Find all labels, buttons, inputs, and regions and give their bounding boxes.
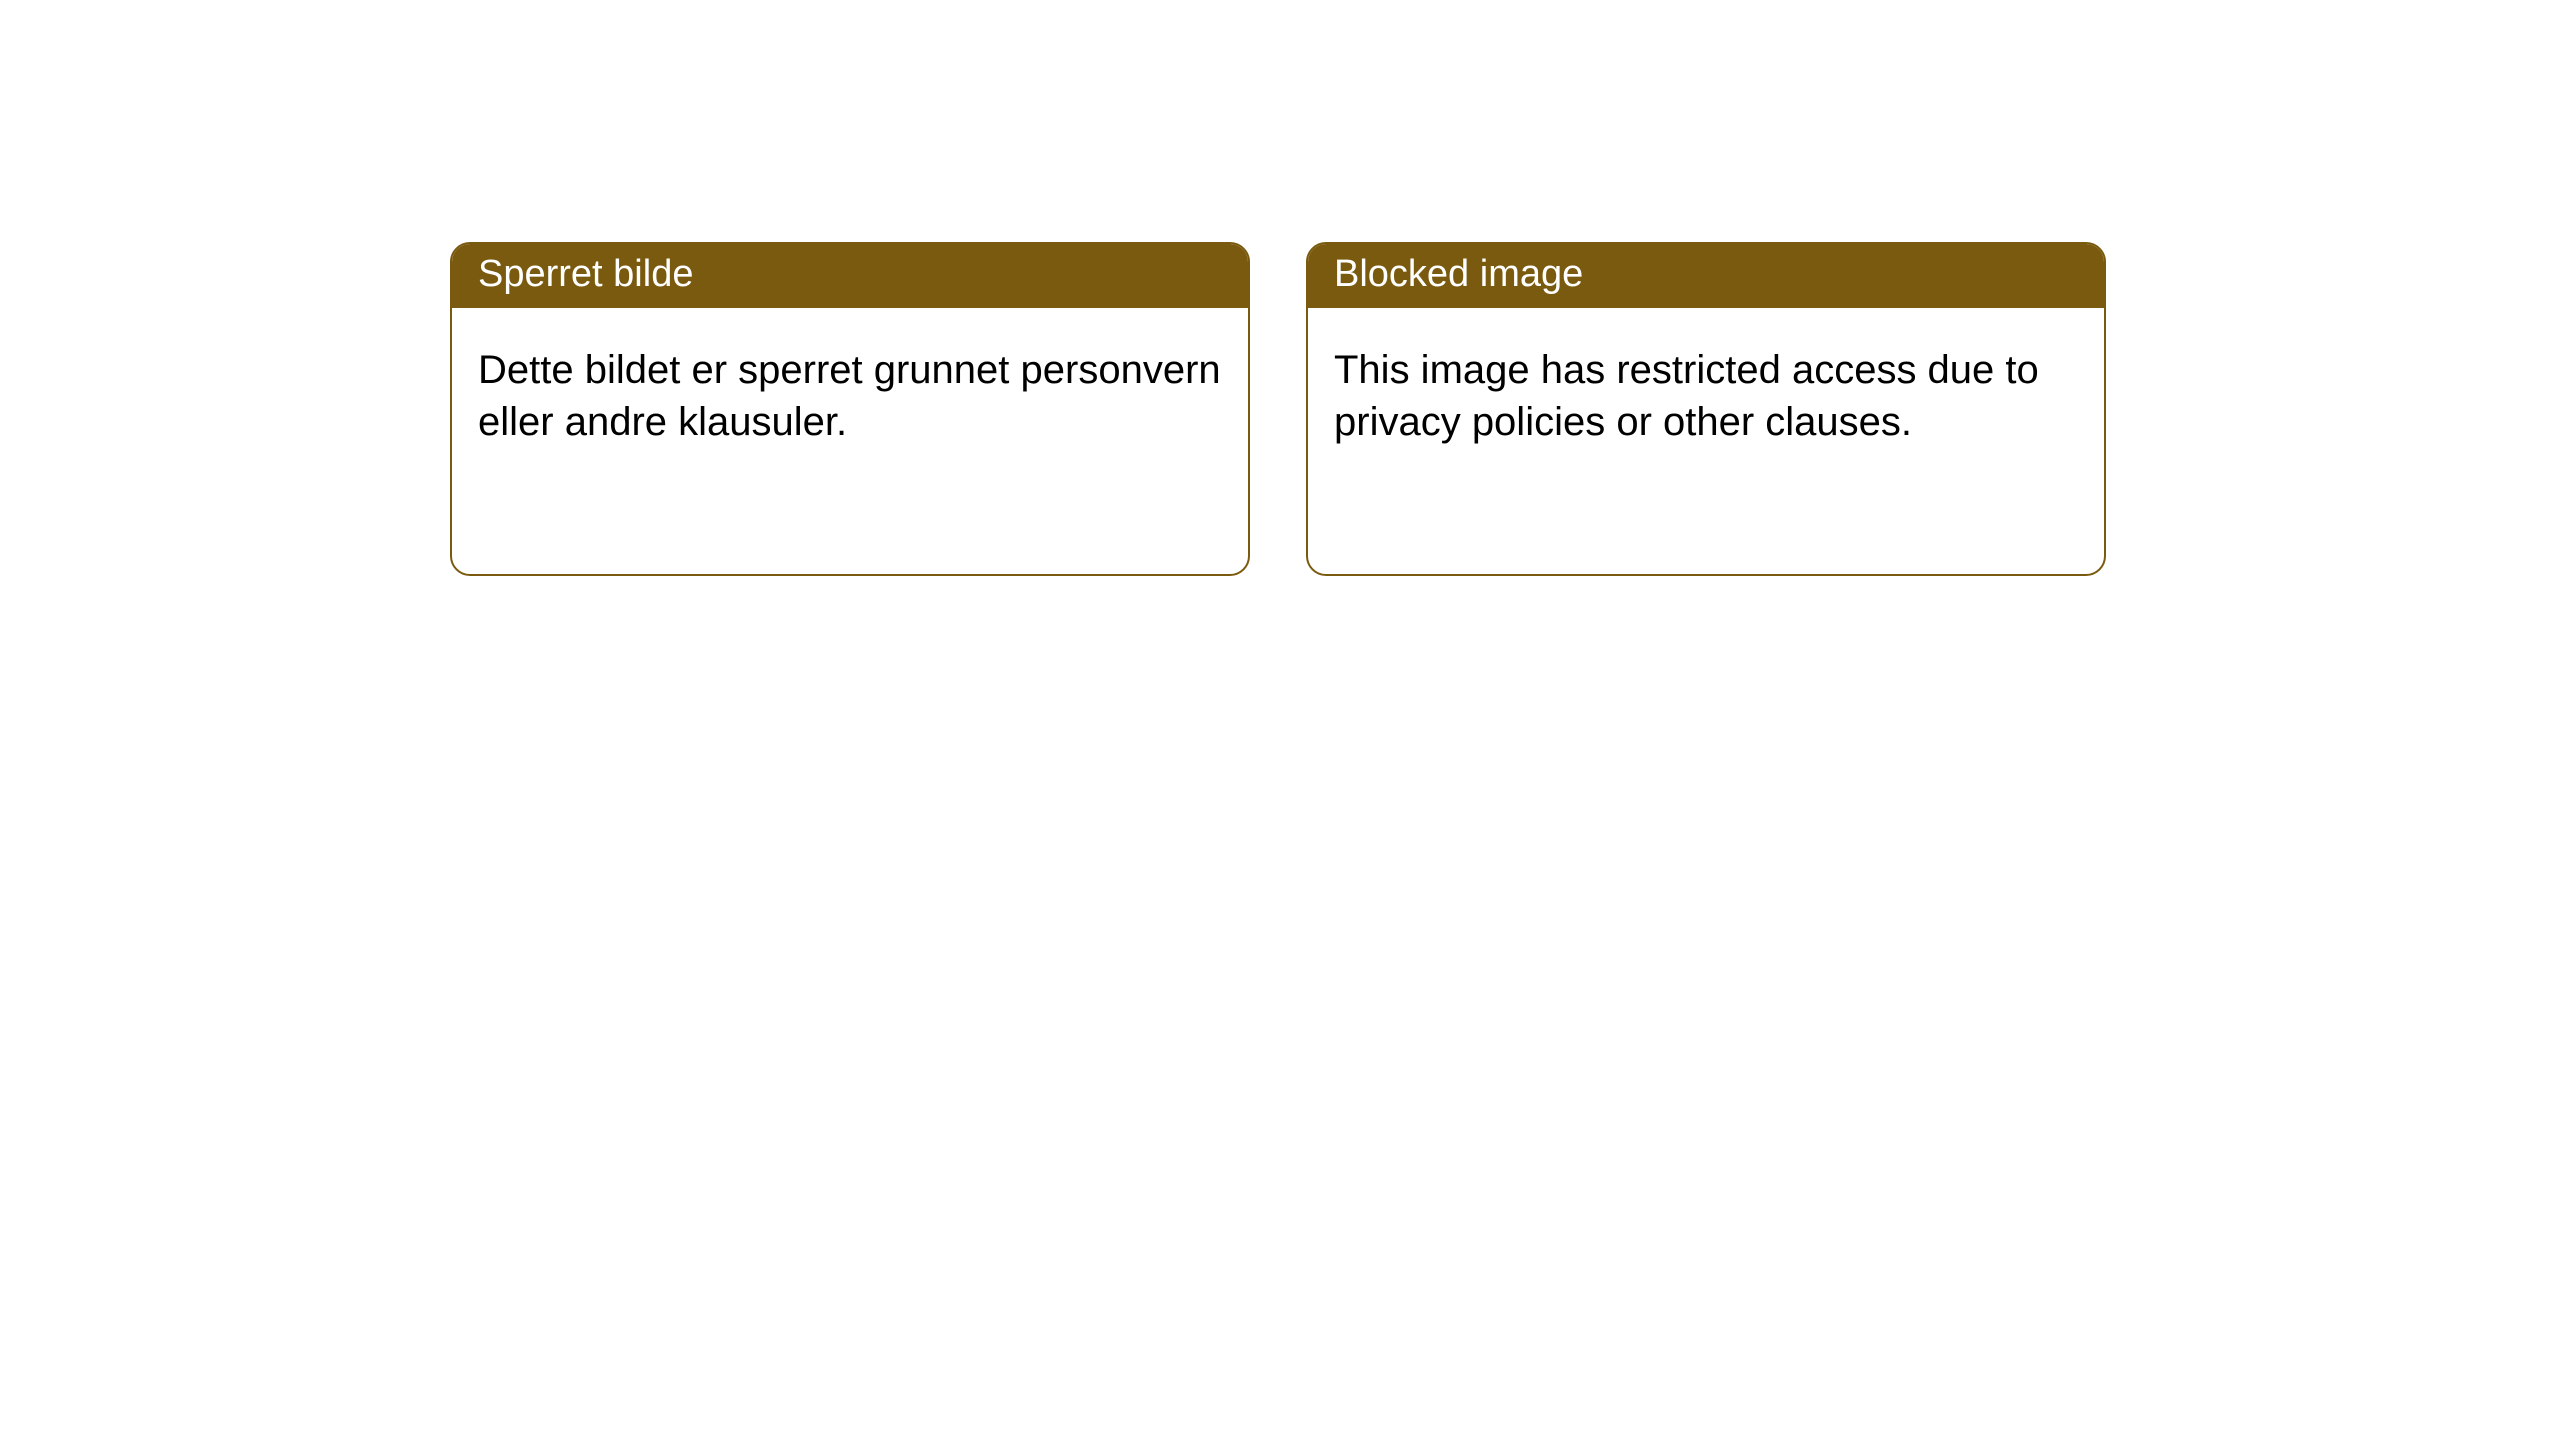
notice-header-norwegian: Sperret bilde (452, 244, 1248, 308)
notice-body-norwegian: Dette bildet er sperret grunnet personve… (452, 308, 1248, 484)
notice-box-norwegian: Sperret bilde Dette bildet er sperret gr… (450, 242, 1250, 576)
notice-box-english: Blocked image This image has restricted … (1306, 242, 2106, 576)
notice-container: Sperret bilde Dette bildet er sperret gr… (450, 242, 2106, 576)
notice-header-english: Blocked image (1308, 244, 2104, 308)
notice-body-english: This image has restricted access due to … (1308, 308, 2104, 484)
